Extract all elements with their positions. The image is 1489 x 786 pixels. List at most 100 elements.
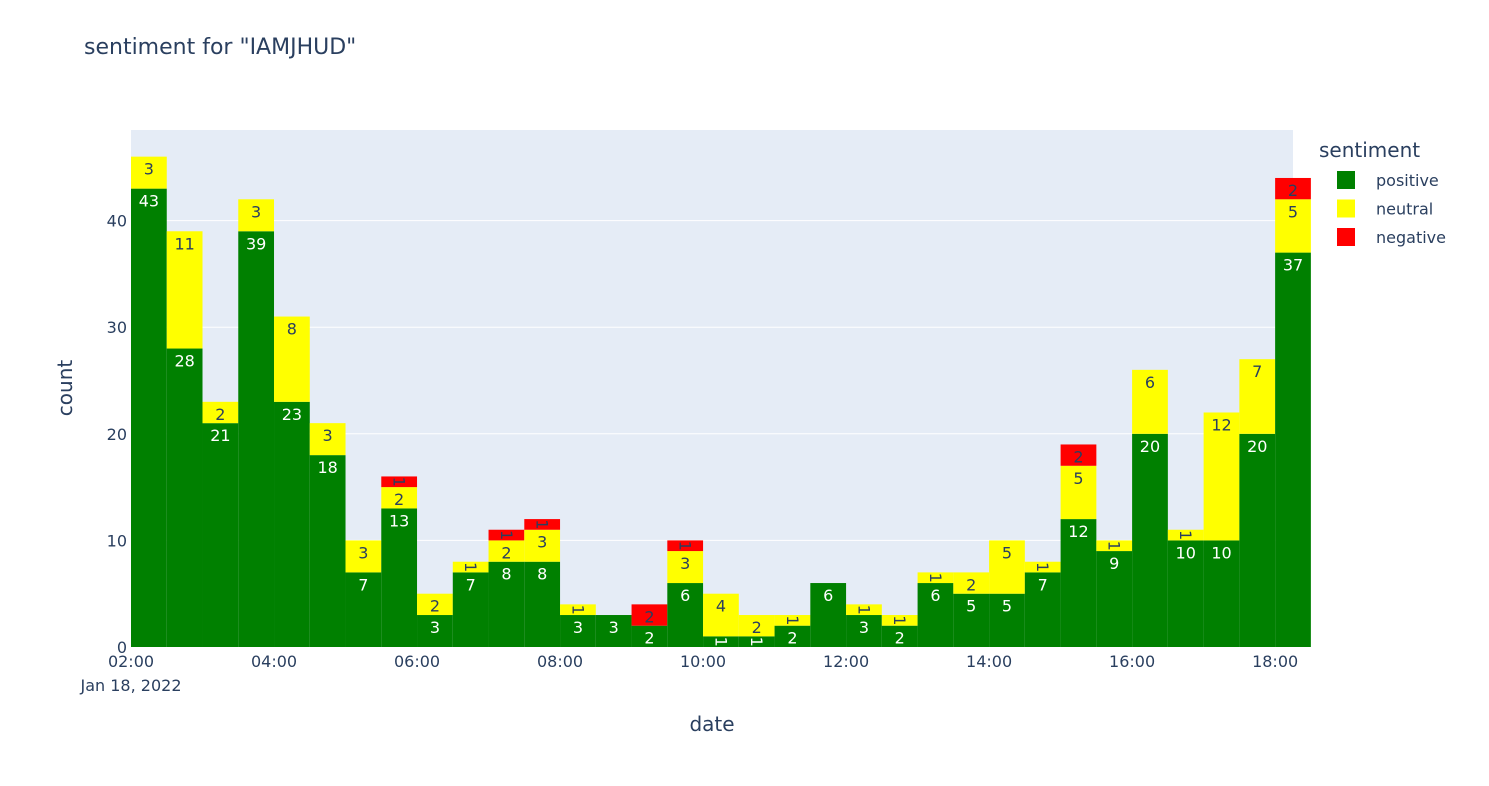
bar-negative[interactable]: [381, 476, 418, 488]
bar-neutral[interactable]: [309, 423, 346, 456]
data-label: 6: [680, 586, 690, 605]
bar-positive[interactable]: [238, 231, 275, 647]
bar-positive[interactable]: [846, 615, 882, 647]
bar-neutral[interactable]: [953, 572, 990, 594]
bar-neutral[interactable]: [381, 487, 418, 509]
data-label: 2: [644, 607, 654, 626]
bar-neutral[interactable]: [1132, 369, 1168, 434]
x-tick-label: 12:00: [823, 652, 869, 671]
bar-neutral[interactable]: [560, 604, 596, 616]
data-label: 11: [174, 234, 194, 253]
bar-negative[interactable]: [1275, 177, 1311, 200]
bar-positive[interactable]: [774, 625, 811, 647]
bar-positive[interactable]: [917, 583, 954, 647]
bar-neutral[interactable]: [452, 561, 489, 573]
data-label: 23: [282, 405, 302, 424]
bar-neutral[interactable]: [1275, 199, 1311, 253]
bar-positive[interactable]: [345, 572, 382, 647]
bar-positive[interactable]: [738, 636, 775, 647]
bar-neutral[interactable]: [1239, 359, 1276, 434]
bar-positive[interactable]: [417, 615, 453, 647]
bar-positive[interactable]: [1024, 572, 1061, 647]
legend-label-neutral[interactable]: neutral: [1376, 200, 1433, 219]
bar-positive[interactable]: [631, 625, 668, 647]
data-label: 6: [930, 586, 940, 605]
bar-positive[interactable]: [989, 593, 1025, 647]
bar-negative[interactable]: [1060, 444, 1097, 466]
bar-positive[interactable]: [560, 615, 596, 647]
data-label: 43: [139, 192, 159, 211]
legend-label-negative[interactable]: negative: [1376, 228, 1446, 247]
bar-positive[interactable]: [1096, 551, 1133, 647]
data-label: 9: [1109, 554, 1119, 573]
chart-title: sentiment for "IAMJHUD": [84, 35, 356, 60]
bar-neutral[interactable]: [488, 540, 525, 562]
legend-swatch-negative[interactable]: [1337, 228, 1355, 246]
legend-swatch-neutral[interactable]: [1337, 199, 1355, 218]
data-label: 12: [1068, 522, 1088, 541]
bar-positive[interactable]: [595, 615, 632, 647]
bar-neutral[interactable]: [738, 615, 775, 637]
y-tick-label: 10: [107, 531, 127, 550]
bar-neutral[interactable]: [345, 540, 382, 573]
data-label: 5: [1002, 543, 1012, 562]
data-label: 1: [1176, 530, 1195, 540]
bar-positive[interactable]: [524, 561, 561, 647]
bar-positive[interactable]: [667, 583, 704, 647]
bar-neutral[interactable]: [238, 199, 275, 232]
bar-neutral[interactable]: [417, 593, 453, 616]
data-label: 1: [711, 637, 730, 647]
bar-neutral[interactable]: [1060, 465, 1097, 520]
bar-neutral[interactable]: [1167, 529, 1204, 541]
bar-positive[interactable]: [452, 572, 489, 647]
bar-neutral[interactable]: [881, 615, 918, 626]
bar-positive[interactable]: [1275, 252, 1311, 647]
bar-positive[interactable]: [881, 625, 918, 647]
bar-neutral[interactable]: [202, 401, 239, 424]
bar-positive[interactable]: [1239, 433, 1276, 647]
bar-negative[interactable]: [667, 540, 704, 552]
bar-positive[interactable]: [202, 423, 239, 647]
bar-positive[interactable]: [1132, 433, 1168, 647]
bar-positive[interactable]: [810, 583, 847, 647]
x-tick-label: 02:00: [108, 652, 154, 671]
bar-neutral[interactable]: [917, 572, 954, 584]
bar-neutral[interactable]: [1024, 561, 1061, 573]
bar-positive[interactable]: [381, 508, 418, 647]
bar-positive[interactable]: [1060, 519, 1097, 647]
bar-neutral[interactable]: [703, 593, 739, 637]
bar-neutral[interactable]: [1096, 540, 1133, 552]
bar-positive[interactable]: [309, 455, 346, 647]
bar-positive[interactable]: [166, 348, 203, 647]
data-label: 1: [568, 605, 587, 615]
bar-negative[interactable]: [631, 604, 668, 626]
bar-positive[interactable]: [1203, 540, 1240, 647]
bar-neutral[interactable]: [166, 231, 203, 349]
bar-positive[interactable]: [274, 401, 310, 647]
bar-neutral[interactable]: [846, 604, 882, 616]
data-label: 5: [966, 597, 976, 616]
bar-positive[interactable]: [488, 561, 525, 647]
bar-neutral[interactable]: [274, 316, 310, 402]
legend-label-positive[interactable]: positive: [1376, 171, 1439, 190]
y-tick-label: 20: [107, 425, 127, 444]
bar-negative[interactable]: [524, 519, 561, 530]
bar-neutral[interactable]: [774, 615, 811, 626]
bar-positive[interactable]: [1167, 540, 1204, 647]
bar-negative[interactable]: [488, 529, 525, 541]
bar-neutral[interactable]: [667, 551, 704, 584]
bar-neutral[interactable]: [131, 156, 167, 189]
data-label: 4: [716, 597, 726, 616]
legend[interactable]: sentiment positive neutral negative: [1319, 138, 1446, 247]
bars[interactable]: [131, 156, 1311, 648]
bar-neutral[interactable]: [524, 529, 561, 562]
legend-swatch-positive[interactable]: [1337, 171, 1355, 189]
data-label: 20: [1247, 437, 1267, 456]
bar-positive[interactable]: [703, 636, 739, 647]
data-label: 2: [215, 405, 225, 424]
data-label: 18: [317, 458, 337, 477]
bar-positive[interactable]: [953, 593, 990, 647]
bar-neutral[interactable]: [989, 540, 1025, 594]
bar-positive[interactable]: [131, 188, 167, 648]
bar-neutral[interactable]: [1203, 412, 1240, 541]
